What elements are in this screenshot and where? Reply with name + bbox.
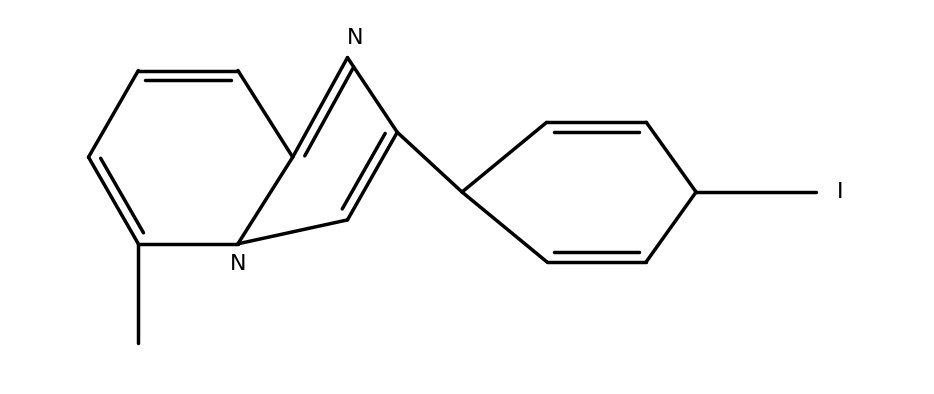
Text: N: N [230, 254, 247, 274]
Text: N: N [347, 28, 363, 48]
Text: I: I [837, 182, 843, 202]
